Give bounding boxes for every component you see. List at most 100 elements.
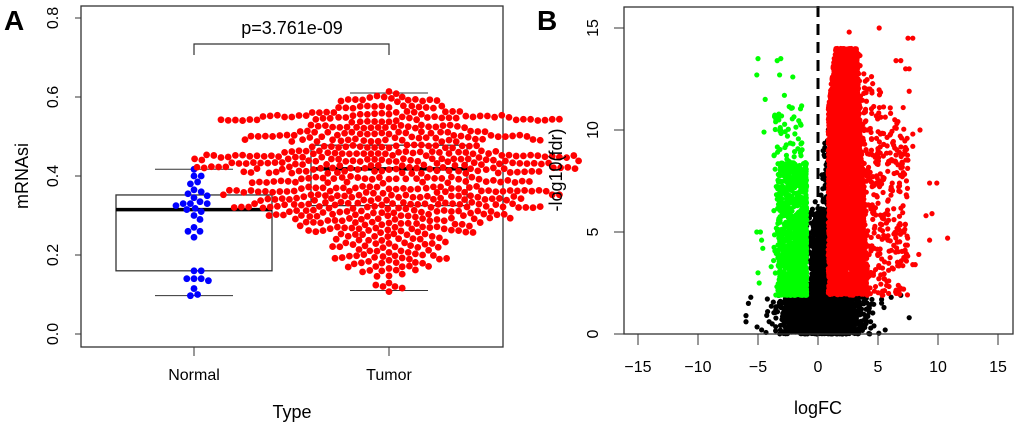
tumor-point [385,219,393,227]
not-significant-point [857,319,863,325]
tumor-point [324,169,332,177]
tumor-point [378,209,386,217]
tumor-point [456,201,464,208]
tumor-point [341,224,348,232]
tumor-point [220,191,227,199]
tumor-point [490,176,497,184]
tumor-point [313,212,321,220]
tumor-point [262,132,269,140]
tumor-point [364,110,371,118]
tumor-point [246,116,254,123]
tumor-point [332,184,340,192]
tumor-point [444,128,452,136]
tumor-point [436,255,443,263]
tumor-point [367,150,375,158]
tumor-point [230,204,238,211]
tumor-point [463,203,471,211]
tumor-point [314,122,322,130]
tumor-point [300,193,308,201]
tumor-point [528,187,536,195]
tumor-point [425,142,432,150]
tumor-point [430,104,437,112]
tumor-point [511,179,519,186]
tumor-point [412,250,419,258]
tumor-point [385,288,393,296]
not-significant-point [879,300,885,306]
tumor-point [385,265,393,272]
not-significant-point [808,298,814,304]
tumor-point [414,185,422,193]
tumor-point [437,194,444,202]
tumor-point [329,164,336,172]
tumor-point [355,191,363,199]
tumor-point [288,113,296,121]
not-significant-point [851,326,857,332]
tumor-point [368,175,376,183]
tumor-point [374,150,382,157]
tumor-point [434,200,442,208]
tumor-point [360,124,368,132]
tumor-point [454,122,461,130]
tumor-point [359,96,366,104]
tumor-point [424,192,431,200]
tumor-point [400,199,407,206]
tumor-point [475,175,483,183]
tumor-point [451,161,459,169]
tumor-point [407,185,414,193]
tumor-point [476,219,484,226]
tumor-point [395,193,402,201]
tumor-point [469,150,477,158]
tumor-point [452,138,460,145]
p-value-annotation: p=3.761e-09 [241,18,343,38]
tumor-point [352,211,359,219]
tumor-point [462,169,470,177]
normal-point [191,204,199,212]
tumor-point [478,147,485,155]
tumor-point [402,205,410,213]
tumor-point [302,218,310,226]
tumor-point [324,128,332,136]
tumor-point [377,229,384,237]
tumor-point [385,279,393,287]
tumor-point [356,158,364,165]
tumor-point [302,207,310,215]
y-tick-label-a: 0.0 [45,323,62,345]
tumor-point [448,226,455,234]
tumor-point [328,195,335,202]
normal-point [196,227,204,235]
tumor-point [253,152,261,160]
tumor-point [372,240,380,247]
tumor-point [407,156,414,164]
tumor-point [516,159,524,167]
tumor-point [344,199,352,207]
tumor-point [378,109,386,117]
tumor-point [466,222,473,230]
tumor-point [403,141,411,149]
tumor-point [324,217,332,224]
tumor-point [338,254,346,261]
tumor-point [308,109,316,116]
tumor-point [323,108,330,116]
tumor-point [371,232,378,240]
not-significant-point [808,220,815,226]
tumor-point [312,157,320,165]
tumor-point [418,208,425,216]
tumor-point [304,127,311,135]
not-significant-point [793,318,800,325]
tumor-point [439,122,447,130]
tumor-point [217,116,225,124]
tumor-point [499,187,507,195]
tumor-point [556,191,563,199]
not-significant-point [759,327,765,333]
not-significant-point [773,328,779,334]
tumor-point [344,96,352,103]
tumor-point [464,133,472,141]
tumor-point [276,188,284,195]
tumor-point [412,213,419,221]
tumor-point [336,243,344,251]
tumor-point [295,112,303,119]
not-significant-point [869,296,875,303]
tumor-point [518,177,526,185]
not-significant-point [807,328,813,334]
